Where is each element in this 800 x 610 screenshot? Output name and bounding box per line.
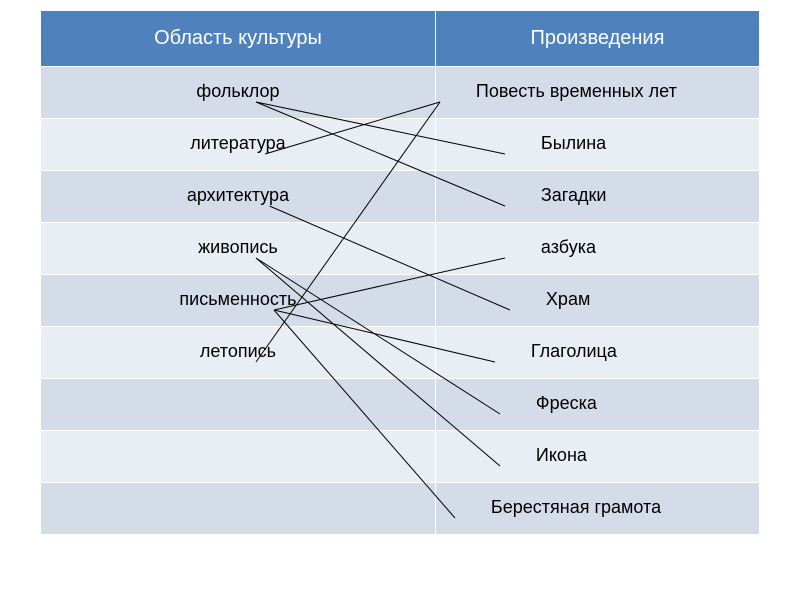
right-item: Берестяная грамота	[491, 497, 661, 518]
left-item: летопись	[200, 341, 276, 362]
left-item: литература	[190, 133, 286, 154]
right-item: азбука	[541, 237, 596, 258]
right-item: Храм	[546, 289, 590, 310]
right-item: Повесть временных лет	[476, 81, 677, 102]
header-right: Произведения	[435, 11, 759, 67]
right-item: Глаголица	[531, 341, 617, 362]
left-item: фольклор	[196, 81, 279, 102]
left-item: письменность	[179, 289, 296, 310]
right-item: Былина	[541, 133, 606, 154]
right-item: Загадки	[541, 185, 607, 206]
left-item: архитектура	[187, 185, 289, 206]
table: Область культуры Произведения фольклор По…	[40, 10, 760, 535]
left-item: живопись	[198, 237, 278, 258]
header-left: Область культуры	[41, 11, 436, 67]
right-item: Фреска	[536, 393, 597, 414]
right-item: Икона	[536, 445, 587, 466]
header-row: Область культуры Произведения	[41, 11, 760, 67]
matching-table: Область культуры Произведения фольклор По…	[40, 10, 760, 535]
